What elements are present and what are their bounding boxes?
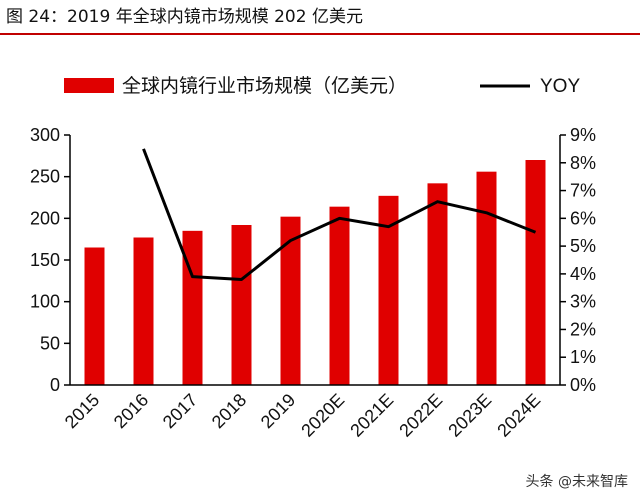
right-tick-label: 0% — [570, 375, 596, 395]
yoy-series-line — [142, 148, 537, 281]
right-tick-label: 6% — [570, 208, 596, 228]
right-tick-label: 3% — [570, 292, 596, 312]
left-axis: 0 50 100 150 200 250 300 — [30, 125, 71, 395]
x-tick-label: 2023E — [444, 390, 495, 441]
bar-2022E — [427, 183, 448, 385]
figure-title: 图 24：2019 年全球内镜市场规模 202 亿美元 — [6, 7, 363, 27]
bar-2024E — [525, 160, 546, 385]
bar-2019 — [280, 216, 301, 385]
x-tick-label: 2015 — [61, 390, 103, 432]
right-tick-label: 4% — [570, 264, 596, 284]
x-axis: 2015 2016 2017 2018 20192020E2021E2022E2023E… — [61, 384, 560, 441]
x-tick-label: 2019 — [257, 390, 299, 432]
bar-2018 — [231, 225, 252, 385]
legend-bar-swatch — [64, 78, 114, 93]
legend-bar-label: 全球内镜行业市场规模（亿美元） — [122, 75, 407, 97]
right-tick-label: 1% — [570, 347, 596, 367]
left-tick-label: 200 — [30, 208, 60, 228]
x-tick-label: 2022E — [395, 390, 446, 441]
right-tick-label: 7% — [570, 181, 596, 201]
x-tick-label: 2017 — [159, 390, 201, 432]
watermark: 头条 @未来智库 — [525, 474, 628, 490]
left-tick-label: 50 — [40, 333, 60, 353]
bar-2016 — [133, 237, 154, 385]
right-tick-label: 9% — [570, 125, 596, 145]
left-tick-label: 150 — [30, 250, 60, 270]
legend-line-label: YOY — [540, 76, 580, 97]
x-tick-label: 2016 — [110, 390, 152, 432]
bar-2015 — [84, 247, 105, 385]
right-axis: 0% 1% 2% 3% 4% 5% 6% 7% 8% 9% — [559, 125, 596, 395]
bar-2017 — [182, 230, 203, 385]
x-tick-label: 2024E — [493, 390, 544, 441]
x-tick-label: 2020E — [297, 390, 348, 441]
legend: 全球内镜行业市场规模（亿美元） YOY — [64, 75, 580, 97]
bar-2023E — [476, 171, 497, 385]
title-rule — [0, 33, 640, 35]
left-tick-label: 250 — [30, 167, 60, 187]
right-tick-label: 2% — [570, 319, 596, 339]
yoy-line — [142, 148, 537, 281]
right-tick-label: 5% — [570, 236, 596, 256]
left-tick-label: 100 — [30, 292, 60, 312]
bar-2020E — [329, 206, 350, 385]
x-tick-label: 2018 — [208, 390, 250, 432]
left-tick-label: 300 — [30, 125, 60, 145]
right-tick-label: 8% — [570, 153, 596, 173]
bars — [84, 160, 546, 385]
bar-2021E — [378, 195, 399, 385]
x-tick-label: 2021E — [346, 390, 397, 441]
left-tick-label: 0 — [50, 375, 60, 395]
